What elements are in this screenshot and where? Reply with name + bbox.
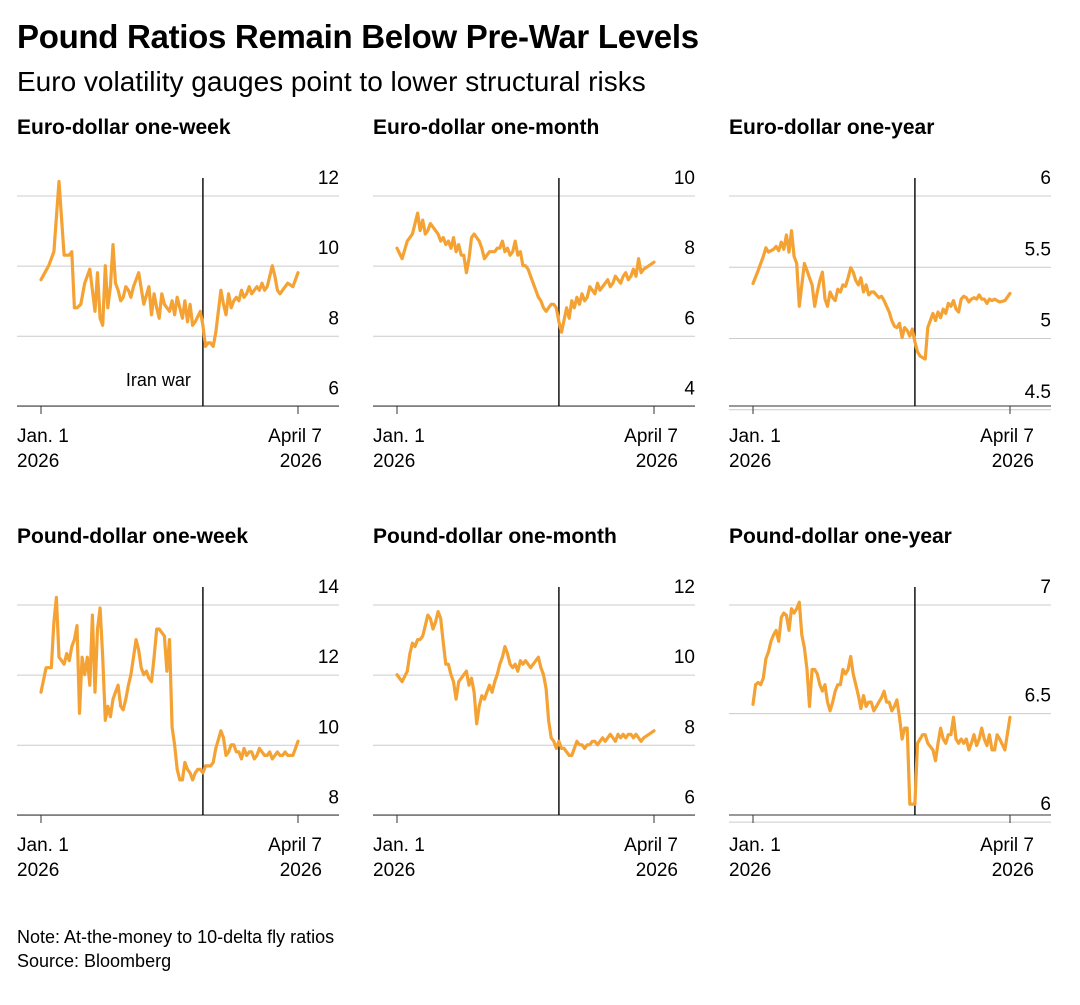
y-tick-label: 6 [684, 787, 695, 808]
panel-title: Euro-dollar one-year [729, 116, 935, 139]
x-tick-label: 2026 [280, 860, 322, 881]
y-tick-label: 5 [1040, 311, 1051, 332]
y-tick-label: 12 [674, 577, 695, 598]
x-tick-label: Jan. 1 [373, 835, 425, 856]
chart-panel-pound-one-year: Pound-dollar one-year 7 6.5 6 Jan. 1 2026 Apr… [729, 525, 1069, 885]
y-tick-label: 12 [318, 168, 339, 189]
y-tick-label: 10 [318, 238, 339, 259]
chart-panel-pound-one-week: Pound-dollar one-week 14 12 10 8 Jan. 1 2026 A… [17, 525, 357, 885]
chart-svg: 6 5.5 5 4.5 Jan. 1 2026 April 7 2026 [729, 168, 1051, 472]
series-line [395, 610, 656, 757]
x-tick-label: April 7 [268, 835, 322, 856]
x-tick-label: 2026 [373, 451, 415, 472]
series-line [39, 595, 300, 782]
y-tick-label: 12 [318, 647, 339, 668]
x-tick-label: 2026 [729, 451, 771, 472]
y-tick-label: 4.5 [1025, 382, 1051, 403]
x-tick-label: 2026 [373, 860, 415, 881]
x-tick-label: Jan. 1 [17, 835, 69, 856]
y-tick-label: 6 [1040, 168, 1051, 189]
x-tick-label: Jan. 1 [17, 426, 69, 447]
y-tick-label: 8 [684, 717, 695, 738]
panel-title: Pound-dollar one-month [373, 525, 617, 548]
y-tick-label: 4 [684, 378, 695, 399]
chart-svg: 12 10 8 6 Jan. 1 2026 April 7 2026 Iran war [17, 168, 339, 472]
series-line [39, 179, 300, 348]
y-tick-label: 8 [328, 308, 339, 329]
y-tick-label: 10 [674, 168, 695, 189]
footer: Note: At-the-money to 10-delta fly ratio… [17, 925, 334, 973]
y-tick-label: 8 [684, 238, 695, 259]
x-tick-label: April 7 [624, 426, 678, 447]
y-tick-label: 10 [674, 647, 695, 668]
y-tick-label: 6 [1040, 794, 1051, 815]
chart-svg: 10 8 6 4 Jan. 1 2026 April 7 2026 [373, 168, 695, 472]
x-tick-label: Jan. 1 [373, 426, 425, 447]
x-tick-label: 2026 [17, 860, 59, 881]
series-line [751, 600, 1012, 806]
y-tick-label: 14 [318, 577, 340, 598]
panel-title: Euro-dollar one-month [373, 116, 600, 139]
chart-panel-euro-one-year: Euro-dollar one-year 6 5.5 5 4.5 Jan. 1 2026 A… [729, 116, 1069, 476]
chart-svg: 14 12 10 8 Jan. 1 2026 April 7 2026 [17, 577, 340, 881]
x-tick-label: 2026 [636, 860, 678, 881]
x-tick-label: April 7 [624, 835, 678, 856]
x-tick-label: 2026 [729, 860, 771, 881]
chart-svg: 12 10 8 6 Jan. 1 2026 April 7 2026 [373, 577, 695, 881]
page-title: Pound Ratios Remain Below Pre-War Levels [17, 18, 699, 55]
y-tick-label: 5.5 [1025, 239, 1051, 260]
y-tick-label: 7 [1040, 577, 1051, 598]
x-tick-label: April 7 [980, 835, 1034, 856]
footer-source: Source: Bloomberg [17, 951, 172, 971]
y-tick-label: 10 [318, 717, 339, 738]
y-tick-label: 6 [328, 378, 339, 399]
panel-title: Pound-dollar one-year [729, 525, 952, 548]
page-subtitle: Euro volatility gauges point to lower st… [17, 66, 646, 97]
series-line [395, 211, 656, 334]
x-tick-label: April 7 [980, 426, 1034, 447]
y-tick-label: 6.5 [1025, 686, 1051, 707]
chart-panel-pound-one-month: Pound-dollar one-month 12 10 8 6 Jan. 1 2026 A… [373, 525, 713, 885]
x-tick-label: April 7 [268, 426, 322, 447]
series-line [751, 229, 1012, 361]
y-tick-label: 8 [328, 787, 339, 808]
x-tick-label: Jan. 1 [729, 426, 781, 447]
panel-title: Pound-dollar one-week [17, 525, 249, 548]
x-tick-label: 2026 [280, 451, 322, 472]
event-label: Iran war [126, 370, 191, 390]
x-tick-label: 2026 [992, 860, 1034, 881]
chart-panel-euro-one-month: Euro-dollar one-month 10 8 6 4 Jan. 1 2026 Apr… [373, 116, 713, 476]
panel-title: Euro-dollar one-week [17, 116, 231, 139]
chart-svg: 7 6.5 6 Jan. 1 2026 April 7 2026 [729, 577, 1051, 881]
footer-note: Note: At-the-money to 10-delta fly ratio… [17, 927, 335, 947]
x-tick-label: Jan. 1 [729, 835, 781, 856]
x-tick-label: 2026 [992, 451, 1034, 472]
x-tick-label: 2026 [17, 451, 59, 472]
x-tick-label: 2026 [636, 451, 678, 472]
chart-panel-euro-one-week: Euro-dollar one-week 12 10 8 6 Jan. 1 2026 Apr… [17, 116, 357, 476]
y-tick-label: 6 [684, 308, 695, 329]
